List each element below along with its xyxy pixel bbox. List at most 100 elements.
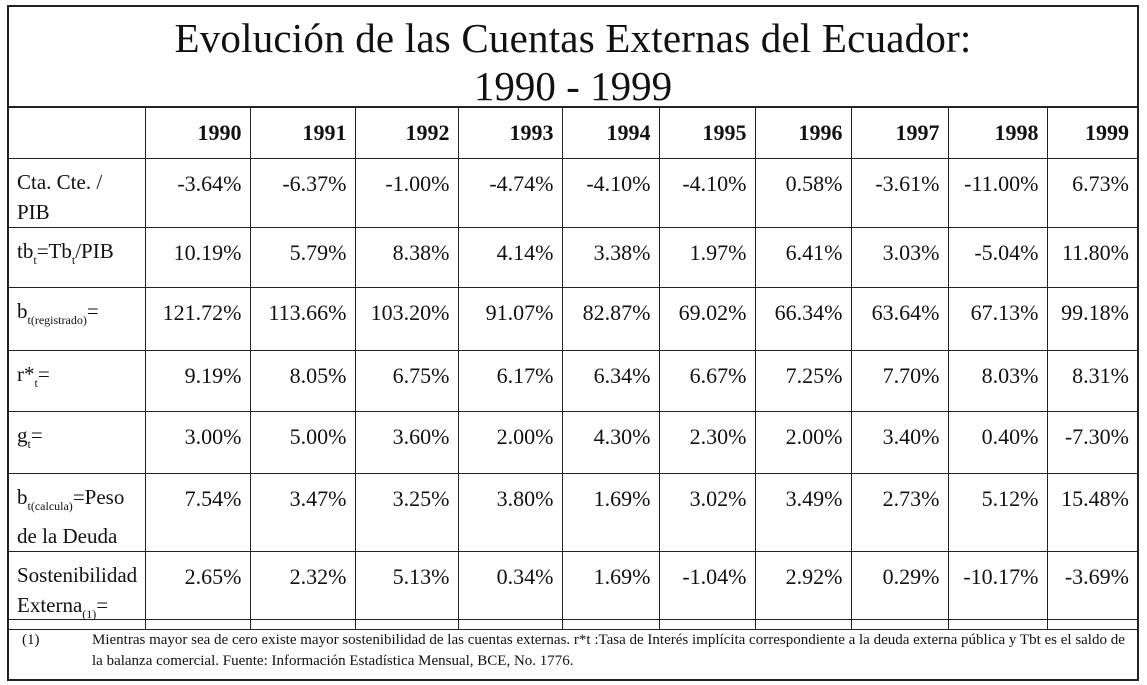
table-cell: 3.49% <box>754 472 852 552</box>
table-cell: -4.10% <box>658 157 756 228</box>
table-cell: 0.29% <box>850 550 949 630</box>
header-row: 1990 1991 1992 1993 1994 1995 1996 1997 … <box>9 108 1137 159</box>
table-cell: 99.18% <box>1046 286 1137 351</box>
page-title: Evolución de las Cuentas Externas del Ec… <box>174 15 972 61</box>
footnote-mark: (1) <box>22 632 40 648</box>
year-header: 1999 <box>1046 108 1137 159</box>
table-cell: 3.40% <box>850 410 949 474</box>
row-label: Sostenibilidad Externa(1)= <box>9 550 146 630</box>
table-row-b-registrado: bt(registrado)= 121.72% 113.66% 103.20% … <box>9 286 1137 351</box>
table-cell: 5.12% <box>947 472 1048 552</box>
table-row-cta-cte: Cta. Cte. / PIB -3.64% -6.37% -1.00% -4.… <box>9 157 1137 228</box>
table-cell: 4.14% <box>457 226 563 288</box>
year-header: 1990 <box>144 108 251 159</box>
table-cell: 113.66% <box>249 286 356 351</box>
table-cell: 8.03% <box>947 349 1048 412</box>
table-cell: 7.25% <box>754 349 852 412</box>
year-header: 1996 <box>754 108 852 159</box>
table-cell: 8.05% <box>249 349 356 412</box>
table-cell: 3.60% <box>354 410 459 474</box>
table-cell: 103.20% <box>354 286 459 351</box>
year-header: 1997 <box>850 108 949 159</box>
table-cell: 1.97% <box>658 226 756 288</box>
title-box: Evolución de las Cuentas Externas del Ec… <box>9 7 1137 109</box>
year-header: 1992 <box>354 108 459 159</box>
table-cell: 2.32% <box>249 550 356 630</box>
table-cell: 1.69% <box>561 472 660 552</box>
table-cell: 2.00% <box>754 410 852 474</box>
table-cell: 0.58% <box>754 157 852 228</box>
row-label: bt(registrado)= <box>9 286 146 351</box>
table-cell: 3.02% <box>658 472 756 552</box>
data-table: 1990 1991 1992 1993 1994 1995 1996 1997 … <box>9 108 1137 630</box>
table-cell: -1.00% <box>354 157 459 228</box>
table-row-g: gt= 3.00% 5.00% 3.60% 2.00% 4.30% 2.30% … <box>9 410 1137 474</box>
table-cell: 69.02% <box>658 286 756 351</box>
table-cell: 3.03% <box>850 226 949 288</box>
year-header: 1993 <box>457 108 563 159</box>
table-cell: 6.17% <box>457 349 563 412</box>
table-cell: -10.17% <box>947 550 1048 630</box>
table-cell: 8.38% <box>354 226 459 288</box>
table-cell: 6.41% <box>754 226 852 288</box>
footnote: (1) Mientras mayor sea de cero existe ma… <box>9 619 1137 679</box>
table-cell: 66.34% <box>754 286 852 351</box>
year-header: 1994 <box>561 108 660 159</box>
table-cell: -1.04% <box>658 550 756 630</box>
table-cell: -4.74% <box>457 157 563 228</box>
table-cell: 0.34% <box>457 550 563 630</box>
year-header: 1995 <box>658 108 756 159</box>
table-cell: 3.47% <box>249 472 356 552</box>
table-cell: 5.00% <box>249 410 356 474</box>
table-row-sostenibilidad: Sostenibilidad Externa(1)= 2.65% 2.32% 5… <box>9 550 1137 630</box>
table-cell: -4.10% <box>561 157 660 228</box>
year-header: 1998 <box>947 108 1048 159</box>
header-corner <box>9 108 146 159</box>
table-cell: 5.79% <box>249 226 356 288</box>
table-cell: 6.67% <box>658 349 756 412</box>
table-cell: -11.00% <box>947 157 1048 228</box>
table-cell: 6.73% <box>1046 157 1137 228</box>
table-row-b-calcula: bt(calcula)=Peso de la Deuda 7.54% 3.47%… <box>9 472 1137 552</box>
table-cell: 4.30% <box>561 410 660 474</box>
page-subtitle-years: 1990 - 1999 <box>473 63 673 109</box>
table-cell: 3.38% <box>561 226 660 288</box>
footnote-text: Mientras mayor sea de cero existe mayor … <box>92 632 1125 669</box>
table-row-r-star: r*t= 9.19% 8.05% 6.75% 6.17% 6.34% 6.67%… <box>9 349 1137 412</box>
table-cell: -5.04% <box>947 226 1048 288</box>
table-cell: -7.30% <box>1046 410 1137 474</box>
table-cell: 5.13% <box>354 550 459 630</box>
table-cell: 6.34% <box>561 349 660 412</box>
table-cell: -3.61% <box>850 157 949 228</box>
table-cell: 2.30% <box>658 410 756 474</box>
table-cell: 2.92% <box>754 550 852 630</box>
table-cell: 1.69% <box>561 550 660 630</box>
table-cell: 7.54% <box>144 472 251 552</box>
table-cell: 2.65% <box>144 550 251 630</box>
table-frame: Evolución de las Cuentas Externas del Ec… <box>7 5 1139 681</box>
table-cell: 7.70% <box>850 349 949 412</box>
row-label: tbt=Tbt/PIB <box>9 226 146 288</box>
table-cell: 6.75% <box>354 349 459 412</box>
table-cell: -6.37% <box>249 157 356 228</box>
table-cell: -3.69% <box>1046 550 1137 630</box>
year-header: 1991 <box>249 108 356 159</box>
table-cell: -3.64% <box>144 157 251 228</box>
table-row-tb: tbt=Tbt/PIB 10.19% 5.79% 8.38% 4.14% 3.3… <box>9 226 1137 288</box>
table-cell: 2.00% <box>457 410 563 474</box>
table-cell: 63.64% <box>850 286 949 351</box>
table-cell: 91.07% <box>457 286 563 351</box>
table-cell: 3.80% <box>457 472 563 552</box>
table-cell: 82.87% <box>561 286 660 351</box>
row-label: r*t= <box>9 349 146 412</box>
table-cell: 121.72% <box>144 286 251 351</box>
table-cell: 11.80% <box>1046 226 1137 288</box>
row-label: Cta. Cte. / PIB <box>9 157 146 228</box>
table-cell: 15.48% <box>1046 472 1137 552</box>
row-label: gt= <box>9 410 146 474</box>
table-cell: 9.19% <box>144 349 251 412</box>
table-cell: 0.40% <box>947 410 1048 474</box>
table-cell: 3.25% <box>354 472 459 552</box>
table-cell: 67.13% <box>947 286 1048 351</box>
row-label: bt(calcula)=Peso de la Deuda <box>9 472 146 552</box>
